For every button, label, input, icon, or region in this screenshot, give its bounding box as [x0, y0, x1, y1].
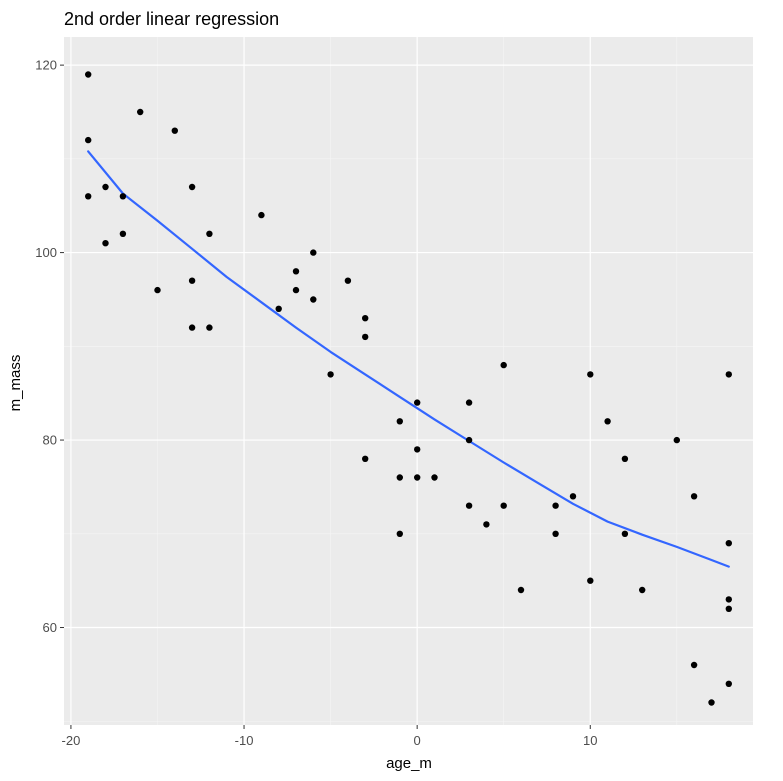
data-point: [414, 474, 421, 481]
data-point: [604, 418, 611, 425]
data-point: [344, 277, 352, 284]
data-point: [690, 661, 698, 669]
data-point: [725, 540, 732, 547]
data-point: [102, 183, 109, 191]
data-point: [483, 521, 490, 528]
data-point: [552, 530, 559, 537]
y-tick-label: 60: [43, 620, 57, 635]
data-point: [292, 286, 300, 294]
data-point: [206, 324, 213, 331]
data-point: [188, 183, 196, 191]
regression-line: [87, 150, 730, 568]
data-point: [552, 502, 559, 509]
axis-ticks: [60, 64, 591, 729]
points-layer: [85, 71, 732, 706]
y-tick-label: 120: [35, 58, 57, 73]
data-point: [292, 268, 300, 275]
data-point: [725, 680, 732, 687]
data-point: [119, 193, 127, 200]
data-point: [414, 399, 421, 406]
fit-line-layer: [87, 150, 730, 568]
x-axis-label: age_m: [386, 755, 432, 772]
x-tick-label: 10: [583, 733, 597, 748]
data-point: [85, 193, 92, 200]
data-point: [310, 249, 317, 256]
data-point: [275, 305, 282, 312]
grid-minor: [64, 37, 753, 725]
data-point: [154, 286, 161, 294]
data-point: [465, 436, 473, 444]
data-point: [725, 605, 732, 612]
data-point: [206, 230, 213, 237]
data-point: [188, 277, 196, 284]
data-point: [587, 577, 594, 584]
data-point: [362, 333, 369, 341]
data-point: [500, 502, 507, 509]
data-point: [362, 455, 369, 462]
data-point: [310, 296, 317, 303]
tick-labels: -20 -10 0 10 60 80 100 120: [35, 58, 597, 748]
data-point: [690, 493, 698, 500]
data-point: [188, 324, 196, 331]
grid-major: [64, 37, 753, 725]
data-point: [119, 230, 127, 237]
y-tick-label: 80: [43, 433, 57, 448]
y-axis-label: m_mass: [7, 355, 24, 412]
data-point: [621, 455, 629, 462]
data-point: [673, 436, 680, 444]
data-point: [517, 586, 525, 594]
data-point: [639, 586, 646, 594]
data-point: [621, 530, 629, 537]
data-point: [500, 361, 507, 369]
data-point: [465, 399, 473, 406]
y-tick-label: 100: [35, 245, 57, 260]
data-point: [327, 371, 334, 378]
x-tick-label: 0: [414, 733, 421, 748]
data-point: [431, 474, 438, 481]
data-point: [137, 108, 144, 116]
x-tick-label: -10: [235, 733, 254, 748]
data-point: [465, 502, 473, 509]
data-point: [587, 371, 594, 378]
data-point: [396, 418, 403, 425]
data-point: [258, 211, 265, 219]
data-point: [708, 699, 715, 706]
data-point: [102, 240, 109, 247]
data-point: [85, 71, 92, 78]
chart-title: 2nd order linear regression: [64, 9, 279, 29]
data-point: [362, 315, 369, 322]
plot-panel: [64, 37, 753, 725]
data-point: [725, 371, 732, 378]
data-point: [725, 596, 732, 603]
data-point: [396, 474, 403, 481]
data-point: [569, 493, 577, 500]
data-point: [171, 127, 178, 134]
data-point: [396, 530, 403, 537]
x-tick-label: -20: [62, 733, 81, 748]
data-point: [85, 136, 92, 144]
data-point: [414, 446, 421, 453]
